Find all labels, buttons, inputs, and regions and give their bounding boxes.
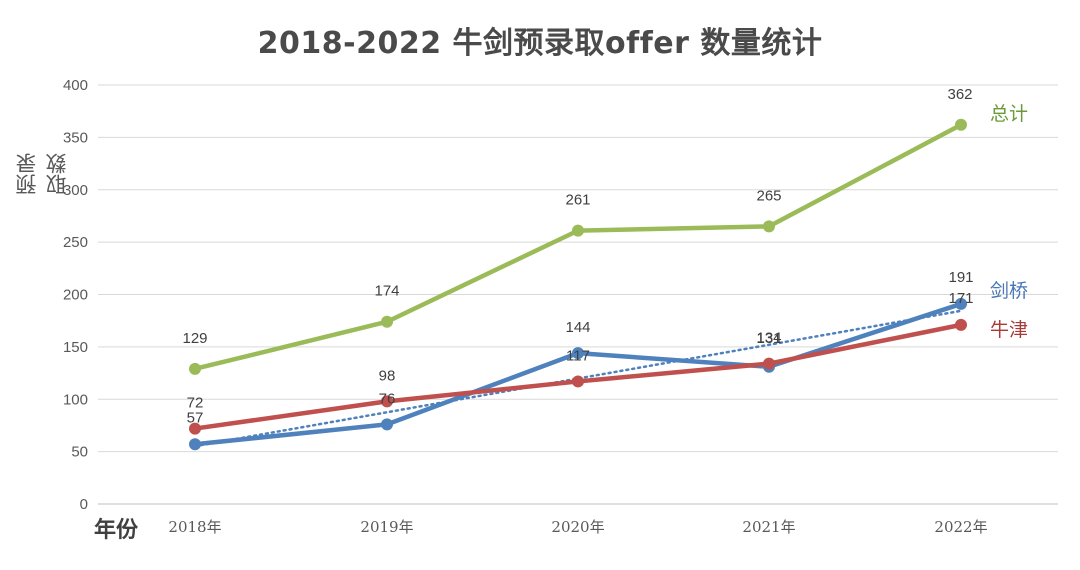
data-point — [381, 315, 393, 328]
data-point — [189, 362, 201, 375]
data-label: 134 — [756, 330, 781, 347]
data-point — [381, 418, 393, 431]
chart-title: 2018-2022 牛剑预录取offer 数量统计 — [257, 26, 823, 61]
data-label: 76 — [379, 390, 396, 407]
y-tick-label: 300 — [63, 182, 88, 199]
data-point — [955, 297, 967, 310]
data-label: 117 — [566, 347, 590, 364]
data-label: 144 — [565, 319, 590, 336]
data-label: 362 — [947, 86, 972, 103]
y-tick-label: 150 — [63, 339, 88, 356]
y-tick-label: 50 — [71, 444, 88, 461]
data-label: 265 — [756, 187, 781, 204]
data-label: 131 — [756, 330, 781, 347]
x-tick-label: 2019年 — [360, 518, 413, 536]
x-axis-label: 年份 — [94, 517, 139, 543]
data-point — [763, 220, 775, 233]
x-tick-label: 2018年 — [168, 518, 221, 536]
y-tick-label: 350 — [63, 129, 88, 146]
data-label: 72 — [187, 395, 204, 412]
data-point — [763, 357, 775, 370]
y-tick-label: 400 — [63, 77, 88, 94]
data-point — [189, 438, 201, 451]
data-point — [189, 422, 201, 435]
data-point — [572, 347, 584, 360]
data-label: 191 — [948, 269, 973, 286]
data-point — [572, 224, 584, 237]
data-label: 261 — [565, 192, 590, 209]
data-point — [572, 375, 584, 388]
x-tick-label: 2021年 — [742, 518, 795, 536]
series-label: 总计 — [990, 103, 1028, 125]
series-label: 剑桥 — [990, 280, 1028, 302]
data-point — [955, 318, 967, 331]
data-label: 57 — [187, 409, 204, 426]
data-label: 174 — [374, 283, 399, 300]
data-label: 129 — [182, 330, 207, 347]
data-point — [955, 118, 967, 131]
data-label: 171 — [948, 290, 973, 307]
data-point — [381, 395, 393, 408]
y-tick-label: 0 — [80, 496, 88, 513]
y-tick-label: 250 — [63, 234, 88, 251]
y-tick-label: 100 — [63, 391, 88, 408]
y-tick-label: 200 — [63, 287, 88, 304]
series-label: 牛津 — [990, 319, 1028, 341]
x-tick-label: 2020年 — [551, 518, 604, 536]
x-tick-label: 2022年 — [934, 518, 987, 536]
data-label: 98 — [379, 367, 396, 384]
